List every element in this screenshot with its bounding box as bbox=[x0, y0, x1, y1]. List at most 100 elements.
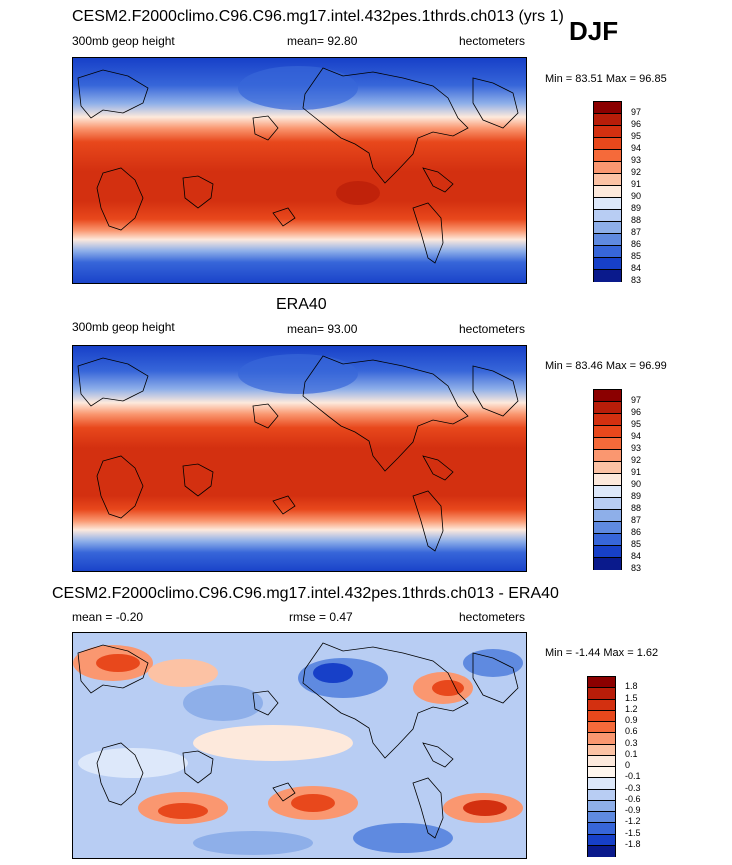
colorbar-label: 84 bbox=[631, 551, 642, 561]
colorbar-box bbox=[593, 497, 622, 510]
panel3-minmax: Min = -1.44 Max = 1.62 bbox=[545, 647, 659, 659]
panel2-variable-label: 300mb geop height bbox=[72, 320, 175, 334]
panel3-coastlines bbox=[77, 642, 519, 839]
colorbar-box bbox=[593, 245, 622, 258]
colorbar-box bbox=[593, 389, 622, 402]
panel3-colorbar: 1.8 1.5 1.2 0.9 0.6 0.3 0.1 0 -0.1 -0.3 -0.6 -0.9 -1… bbox=[587, 676, 647, 857]
panel1-coastlines bbox=[77, 67, 519, 264]
colorbar-box bbox=[593, 149, 622, 162]
colorbar-label: 1.8 bbox=[625, 681, 638, 692]
colorbar-box bbox=[593, 413, 622, 426]
colorbar-label: -1.5 bbox=[625, 827, 641, 838]
colorbar-label: 0.3 bbox=[625, 737, 638, 748]
colorbar-label: 88 bbox=[631, 503, 642, 513]
panel1-map-field bbox=[73, 58, 526, 283]
colorbar-box bbox=[587, 844, 616, 857]
colorbar-box bbox=[593, 257, 622, 270]
colorbar-box bbox=[593, 473, 622, 486]
panel1-variable-label: 300mb geop height bbox=[72, 34, 175, 48]
colorbar-label: 85 bbox=[631, 251, 642, 261]
colorbar-label: 92 bbox=[631, 455, 642, 465]
colorbar-box bbox=[593, 161, 622, 174]
colorbar-box bbox=[593, 425, 622, 438]
colorbar-label: 0.9 bbox=[625, 715, 638, 725]
panel3-mean-label: mean = -0.20 bbox=[72, 610, 144, 624]
colorbar-label: -1.8 bbox=[625, 838, 641, 849]
colorbar-box bbox=[593, 113, 622, 126]
colorbar-label: -1.2 bbox=[625, 816, 641, 827]
panel1-colorbar: 97 96 95 94 93 92 91 90 89 88 87 86 85 84 83 bbox=[593, 101, 653, 285]
colorbar-box bbox=[587, 777, 616, 790]
colorbar-label: -0.9 bbox=[625, 805, 641, 815]
panel2-mean-label: mean= 93.00 bbox=[287, 322, 358, 336]
colorbar-box bbox=[587, 687, 616, 700]
colorbar-box bbox=[593, 101, 622, 114]
colorbar-label: 85 bbox=[631, 539, 642, 549]
colorbar-label: 91 bbox=[631, 179, 642, 189]
panel2-title: ERA40 bbox=[276, 296, 327, 313]
colorbar-label: 0.1 bbox=[625, 748, 638, 759]
colorbar-box bbox=[593, 461, 622, 474]
colorbar-box bbox=[587, 788, 616, 801]
panel3-map-field bbox=[73, 633, 526, 858]
colorbar-box bbox=[593, 521, 622, 534]
colorbar-label: 96 bbox=[631, 407, 642, 417]
colorbar-box bbox=[593, 221, 622, 234]
colorbar-label: 96 bbox=[631, 119, 642, 129]
colorbar-label: 1.2 bbox=[625, 703, 638, 714]
panel1-map bbox=[72, 57, 527, 284]
colorbar-label: -0.6 bbox=[625, 793, 641, 804]
colorbar-box bbox=[587, 698, 616, 711]
colorbar-label: 86 bbox=[631, 527, 642, 537]
panel2-coastlines bbox=[77, 355, 519, 552]
panel3-units-label: hectometers bbox=[459, 610, 526, 624]
colorbar-label: 93 bbox=[631, 443, 642, 453]
panel1-title: CESM2.F2000climo.C96.C96.mg17.intel.432p… bbox=[72, 8, 564, 25]
panel2-minmax: Min = 83.46 Max = 96.99 bbox=[545, 360, 667, 372]
colorbar-label: 1.5 bbox=[625, 692, 638, 703]
colorbar-label: 89 bbox=[631, 203, 642, 213]
colorbar-box bbox=[587, 721, 616, 734]
panel3-map bbox=[72, 632, 527, 859]
colorbar-label: 83 bbox=[631, 563, 642, 573]
colorbar-box bbox=[593, 137, 622, 150]
colorbar-box bbox=[593, 545, 622, 558]
colorbar-label: -0.3 bbox=[625, 782, 641, 793]
panel2-map-field bbox=[73, 346, 526, 571]
colorbar-label: 97 bbox=[631, 395, 642, 405]
colorbar-box bbox=[587, 676, 616, 689]
colorbar-box bbox=[593, 233, 622, 246]
colorbar-label: 95 bbox=[631, 131, 642, 141]
panel1-mean-label: mean= 92.80 bbox=[287, 34, 358, 48]
colorbar-label: 83 bbox=[631, 275, 642, 285]
colorbar-box bbox=[593, 269, 622, 282]
colorbar-box bbox=[593, 533, 622, 546]
colorbar-box bbox=[587, 766, 616, 779]
colorbar-label: 89 bbox=[631, 491, 642, 501]
colorbar-box bbox=[587, 811, 616, 824]
panel2-colorbar: 97 96 95 94 93 92 91 90 89 88 87 86 85 84 83 bbox=[593, 389, 653, 573]
colorbar-label: 86 bbox=[631, 239, 642, 249]
season-label: DJF bbox=[569, 16, 619, 46]
colorbar-box bbox=[593, 437, 622, 450]
colorbar-label: 84 bbox=[631, 263, 642, 273]
colorbar-box bbox=[593, 401, 622, 414]
colorbar-box bbox=[593, 557, 622, 570]
colorbar-box bbox=[587, 822, 616, 835]
colorbar-label: 94 bbox=[631, 143, 642, 153]
colorbar-box bbox=[587, 732, 616, 745]
colorbar-label: 94 bbox=[631, 431, 642, 441]
colorbar-box bbox=[587, 743, 616, 756]
colorbar-label: 90 bbox=[631, 191, 642, 201]
panel1-minmax: Min = 83.51 Max = 96.85 bbox=[545, 73, 667, 85]
colorbar-box bbox=[587, 799, 616, 812]
colorbar-label: 87 bbox=[631, 515, 642, 525]
colorbar-box bbox=[593, 173, 622, 186]
colorbar-label: -0.1 bbox=[625, 771, 641, 782]
colorbar-label: 97 bbox=[631, 107, 642, 117]
colorbar-box bbox=[587, 833, 616, 846]
colorbar-label: 92 bbox=[631, 167, 642, 177]
panel1-units-label: hectometers bbox=[459, 34, 526, 48]
colorbar-box bbox=[593, 197, 622, 210]
colorbar-label: 0.6 bbox=[625, 726, 638, 737]
